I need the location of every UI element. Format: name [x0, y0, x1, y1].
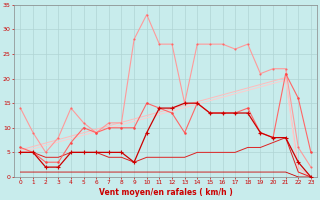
X-axis label: Vent moyen/en rafales ( km/h ): Vent moyen/en rafales ( km/h ) [99, 188, 233, 197]
